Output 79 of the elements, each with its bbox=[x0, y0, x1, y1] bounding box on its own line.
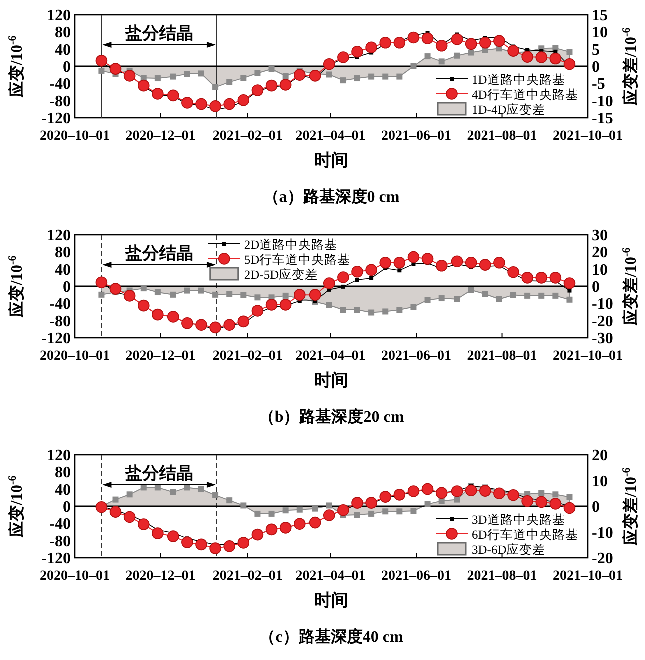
y-tick-label: 0 bbox=[63, 499, 71, 516]
text: （c）路基深度40 cm bbox=[260, 627, 404, 646]
x-tick-label: 2020–12–01 bbox=[126, 569, 196, 584]
y2-tick-label: -20 bbox=[592, 550, 614, 568]
y-tick-label: -120 bbox=[42, 550, 71, 568]
legend-label: 6D行车道中央路基 bbox=[472, 528, 578, 542]
x-tick-label: 2020–10–01 bbox=[40, 569, 110, 584]
legend-label: 3D-6D应变差 bbox=[472, 542, 546, 557]
y2-tick-label: -10 bbox=[592, 296, 614, 314]
y2-tick-label: 10 bbox=[592, 24, 608, 42]
x-tick-label: 2021–10–01 bbox=[553, 569, 623, 584]
y2-tick-label: -10 bbox=[592, 524, 614, 542]
y2-tick-label: -15 bbox=[592, 110, 614, 128]
x-tick-label: 2021–06–01 bbox=[382, 569, 452, 584]
x-tick-label: 2021–06–01 bbox=[382, 129, 452, 144]
x-tick-label: 2021–08–01 bbox=[467, 569, 538, 584]
y2-tick-label: 20 bbox=[592, 244, 608, 262]
y2-tick-label: 20 bbox=[592, 448, 608, 464]
x-tick-label: 2021–04–01 bbox=[296, 129, 366, 144]
x-tick-label: 2021–08–01 bbox=[467, 349, 538, 364]
x-axis-title: 时间 bbox=[314, 591, 348, 610]
y-tick-label: -40 bbox=[50, 76, 71, 94]
y2-tick-label: -20 bbox=[592, 313, 614, 330]
y-tick-label: 80 bbox=[55, 24, 71, 42]
y2-tick-label: 0 bbox=[592, 279, 600, 296]
x-tick-label: 2021–02–01 bbox=[212, 569, 283, 584]
y-tick-label: 80 bbox=[55, 244, 71, 262]
y2-tick-label: -5 bbox=[592, 76, 606, 94]
legend-label: 5D行车道中央路基 bbox=[244, 253, 351, 267]
y-tick-label: -120 bbox=[42, 110, 71, 128]
y2-tick-label: 15 bbox=[592, 8, 608, 24]
y2-tick-label: 10 bbox=[592, 262, 608, 279]
legend-label: 1D-4D应变差 bbox=[472, 102, 546, 117]
y-tick-label: -40 bbox=[50, 516, 71, 534]
x-tick-label: 2021–02–01 bbox=[212, 129, 283, 144]
legend-label: 3D道路中央路基 bbox=[472, 513, 566, 527]
y-tick-label: 120 bbox=[47, 228, 71, 244]
y-tick-label: 120 bbox=[47, 8, 71, 24]
y2-tick-label: -30 bbox=[592, 330, 614, 348]
y2-tick-label: 30 bbox=[592, 228, 608, 244]
x-tick-label: 2020–12–01 bbox=[126, 129, 196, 144]
y-tick-label: -80 bbox=[50, 533, 71, 550]
x-tick-label: 2020–10–01 bbox=[40, 349, 110, 364]
y2-tick-label: 0 bbox=[592, 499, 600, 516]
x-axis-title: 时间 bbox=[314, 371, 348, 390]
x-tick-label: 2021–04–01 bbox=[296, 569, 366, 584]
y2-tick-label: 10 bbox=[592, 473, 608, 490]
x-tick-label: 2020–10–01 bbox=[40, 129, 110, 144]
y2-tick-label: -10 bbox=[592, 93, 614, 110]
x-tick-label: 2021–10–01 bbox=[553, 129, 623, 144]
x-tick-label: 2021–10–01 bbox=[553, 349, 623, 364]
y-tick-label: -80 bbox=[50, 93, 71, 110]
y-tick-label: 0 bbox=[63, 279, 71, 296]
x-tick-label: 2021–08–01 bbox=[467, 129, 538, 144]
y-tick-label: -120 bbox=[42, 330, 71, 348]
x-tick-label: 2021–04–01 bbox=[296, 349, 366, 364]
x-tick-label: 2021–02–01 bbox=[212, 349, 283, 364]
y-tick-label: 80 bbox=[55, 464, 71, 482]
y-tick-label: 40 bbox=[55, 42, 71, 59]
text: （b）路基深度20 cm bbox=[258, 407, 405, 426]
y-tick-label: 120 bbox=[47, 448, 71, 464]
legend-label: 2D道路中央路基 bbox=[244, 238, 338, 252]
annotation: 盐分结晶 bbox=[124, 24, 194, 43]
y-tick-label: 40 bbox=[55, 482, 71, 499]
y2-tick-label: 0 bbox=[592, 59, 600, 76]
legend-label: 2D-5D应变差 bbox=[244, 267, 318, 282]
annotation: 盐分结晶 bbox=[124, 464, 194, 483]
text: （a）路基深度0 cm bbox=[263, 187, 400, 206]
annotation: 盐分结晶 bbox=[124, 244, 194, 263]
x-tick-label: 2021–06–01 bbox=[382, 349, 452, 364]
x-tick-label: 2020–12–01 bbox=[126, 349, 196, 364]
y-tick-label: -80 bbox=[50, 313, 71, 330]
y-tick-label: 40 bbox=[55, 262, 71, 279]
y2-tick-label: 5 bbox=[592, 42, 600, 59]
x-axis-title: 时间 bbox=[314, 151, 348, 170]
y-tick-label: 0 bbox=[63, 59, 71, 76]
y-tick-label: -40 bbox=[50, 296, 71, 314]
legend-label: 4D行车道中央路基 bbox=[472, 88, 578, 102]
legend-label: 1D道路中央路基 bbox=[472, 73, 566, 87]
